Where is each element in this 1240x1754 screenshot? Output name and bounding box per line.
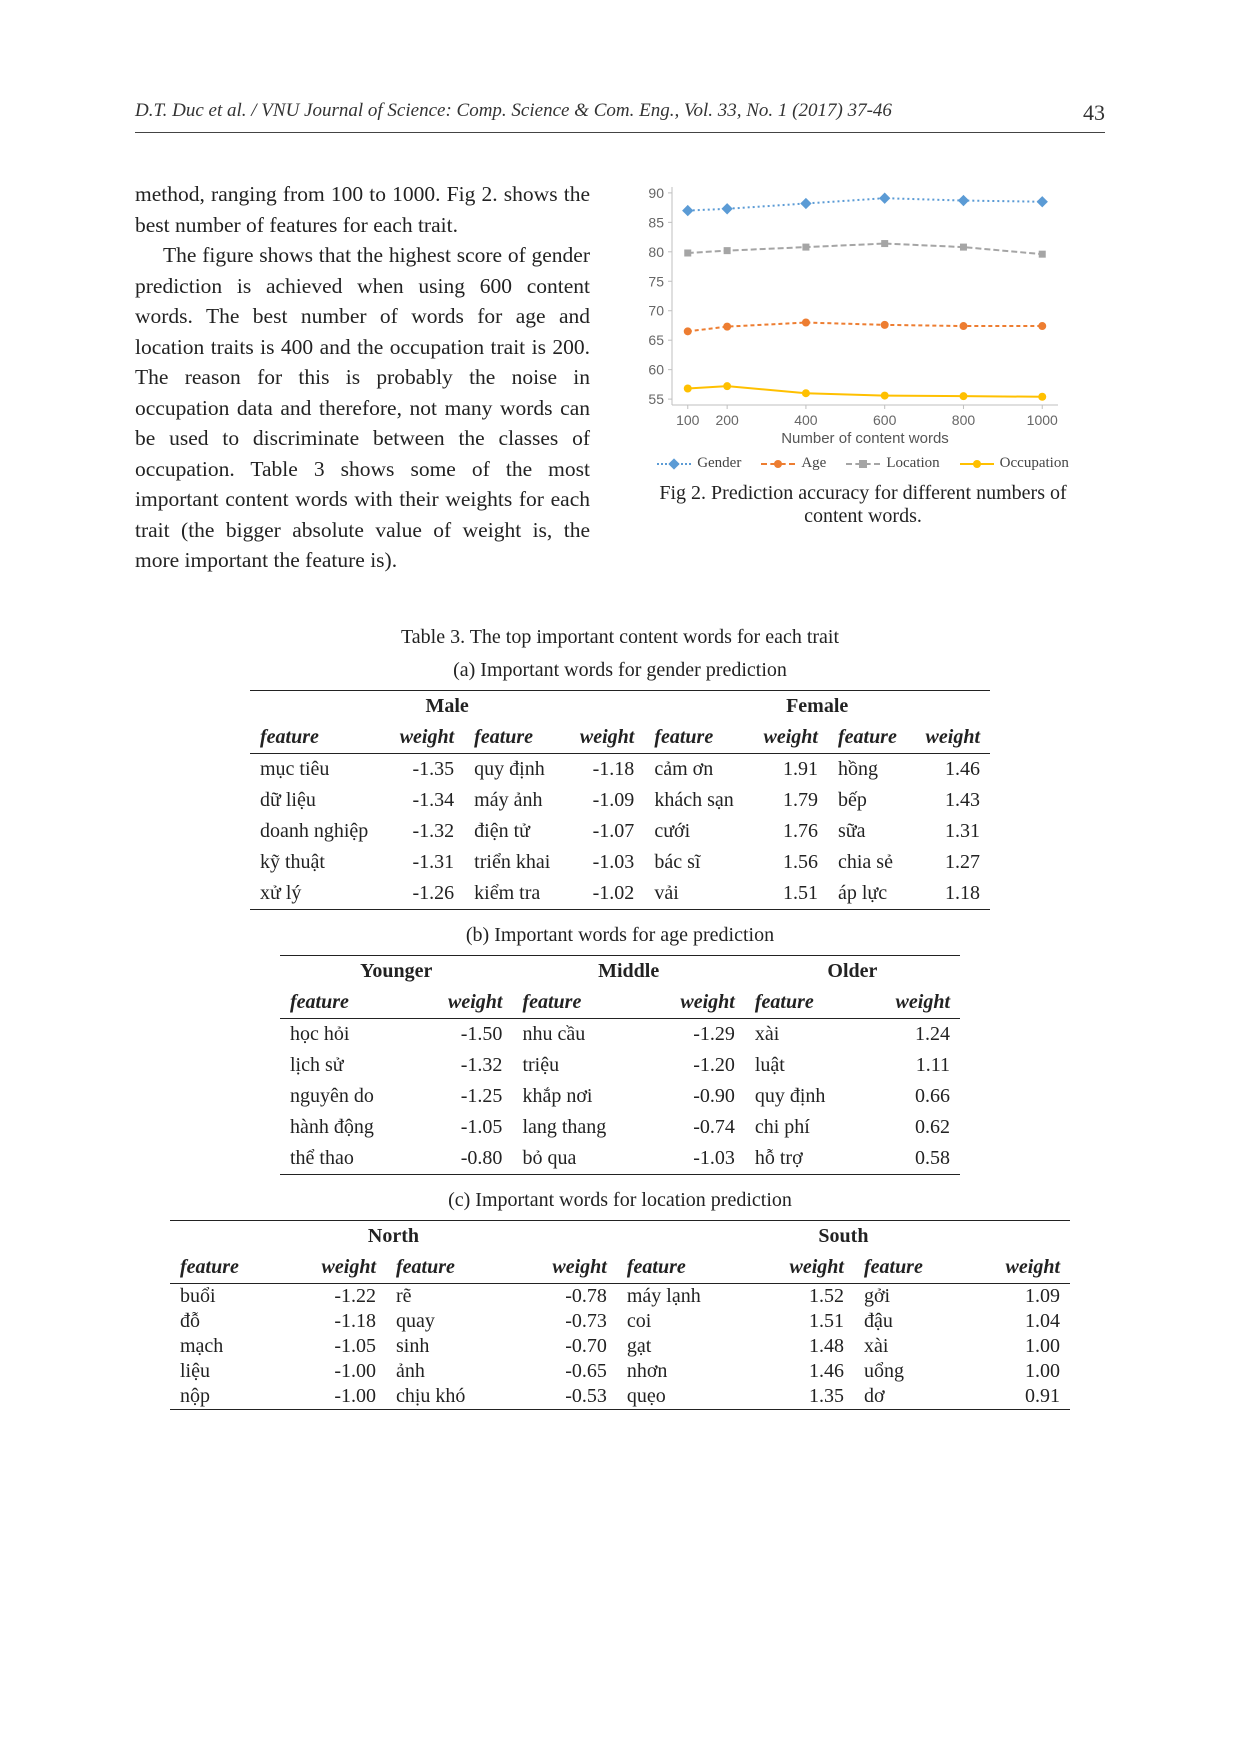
- legend-label: Age: [801, 455, 826, 472]
- figure-2-caption: Fig 2. Prediction accuracy for different…: [628, 482, 1098, 528]
- table-3b: YoungerMiddleOlderfeatureweightfeaturewe…: [280, 955, 960, 1175]
- page: D.T. Duc et al. / VNU Journal of Science…: [0, 0, 1240, 1754]
- legend-item: Occupation: [960, 455, 1069, 472]
- chart-legend: Gender Age Location Occupation: [628, 455, 1098, 472]
- svg-text:55: 55: [648, 391, 664, 407]
- svg-text:600: 600: [873, 412, 897, 428]
- header-citation: D.T. Duc et al. / VNU Journal of Science…: [135, 100, 892, 126]
- legend-item: Age: [761, 455, 826, 472]
- legend-label: Location: [886, 455, 939, 472]
- table-3c: NorthSouthfeatureweightfeatureweightfeat…: [170, 1220, 1070, 1410]
- svg-text:800: 800: [952, 412, 976, 428]
- left-column: method, ranging from 100 to 1000. Fig 2.…: [135, 179, 590, 576]
- svg-text:85: 85: [648, 214, 664, 230]
- svg-text:60: 60: [648, 362, 664, 378]
- paragraph-2: The figure shows that the highest score …: [135, 240, 590, 576]
- legend-item: Location: [846, 455, 939, 472]
- paragraph-1: method, ranging from 100 to 1000. Fig 2.…: [135, 179, 590, 240]
- svg-text:Number of content words: Number of content words: [781, 430, 949, 447]
- running-header: D.T. Duc et al. / VNU Journal of Science…: [135, 100, 1105, 133]
- figure-2-chart: 55 60 65 70 75 80 85 90 100 200 400 600 800 1000 Numbe…: [628, 179, 1098, 472]
- svg-text:400: 400: [794, 412, 818, 428]
- page-number: 43: [1083, 100, 1105, 126]
- svg-text:100: 100: [676, 412, 700, 428]
- legend-label: Occupation: [1000, 455, 1069, 472]
- svg-text:90: 90: [648, 185, 664, 201]
- svg-text:70: 70: [648, 303, 664, 319]
- legend-label: Gender: [697, 455, 741, 472]
- table-3c-subcaption: (c) Important words for location predict…: [135, 1189, 1105, 1212]
- svg-text:80: 80: [648, 244, 664, 260]
- table-3-caption: Table 3. The top important content words…: [135, 626, 1105, 649]
- legend-item: Gender: [657, 455, 741, 472]
- table-3b-subcaption: (b) Important words for age prediction: [135, 924, 1105, 947]
- table-3a-subcaption: (a) Important words for gender predictio…: [135, 659, 1105, 682]
- svg-text:200: 200: [715, 412, 739, 428]
- svg-text:1000: 1000: [1027, 412, 1058, 428]
- table-3a: MaleFemalefeatureweightfeatureweightfeat…: [250, 690, 990, 910]
- right-column: 55 60 65 70 75 80 85 90 100 200 400 600 800 1000 Numbe…: [628, 179, 1098, 536]
- two-column-region: method, ranging from 100 to 1000. Fig 2.…: [135, 179, 1105, 576]
- svg-text:75: 75: [648, 273, 664, 289]
- chart-svg: 55 60 65 70 75 80 85 90 100 200 400 600 800 1000 Numbe…: [628, 179, 1068, 449]
- svg-text:65: 65: [648, 332, 664, 348]
